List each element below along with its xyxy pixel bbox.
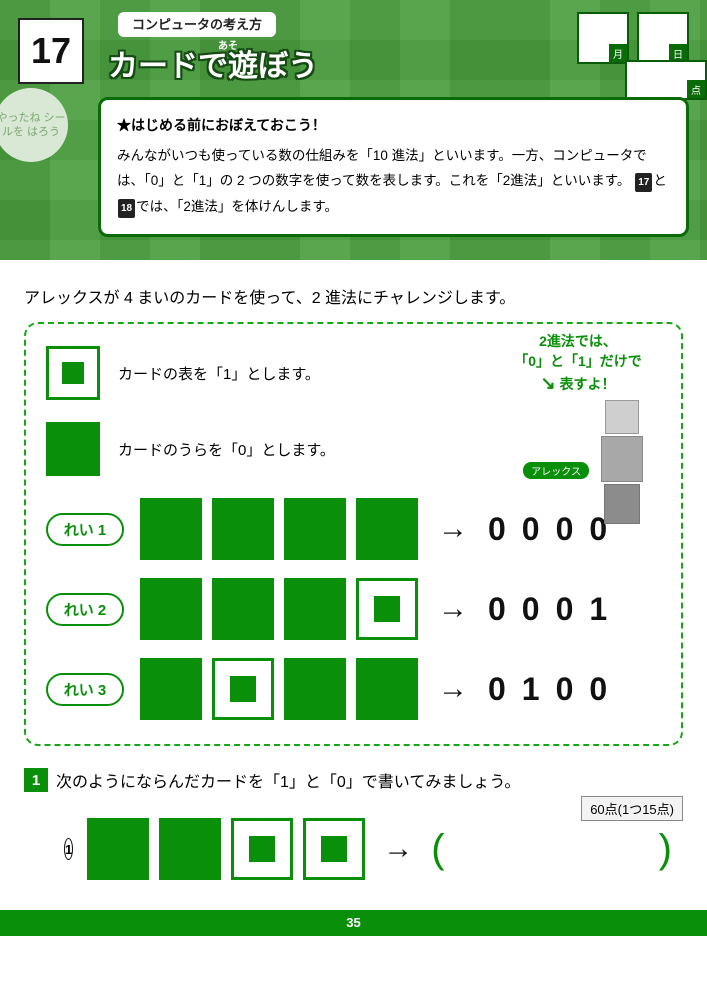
card-back bbox=[284, 578, 346, 640]
score-chip: 60点(1つ15点) bbox=[581, 796, 683, 821]
card-front-sample bbox=[46, 346, 100, 400]
card-back bbox=[356, 658, 418, 720]
example-label: れい 1 bbox=[46, 513, 124, 546]
example-row: れい 3 → 0100 bbox=[46, 658, 661, 720]
answer-item-num: 1 bbox=[64, 838, 73, 860]
speech-l2: 「0」と「1」だけで bbox=[493, 352, 663, 372]
page-number: 35 bbox=[0, 910, 707, 936]
card-back bbox=[140, 658, 202, 720]
question-text: 次のようにならんだカードを「1」と「0」で書いてみましょう。 bbox=[56, 768, 520, 792]
example-digits: 0100 bbox=[488, 671, 623, 708]
arrow-icon: → bbox=[438, 592, 468, 626]
card-back bbox=[87, 818, 149, 880]
example-label: れい 3 bbox=[46, 673, 124, 706]
arrow-icon: → bbox=[438, 672, 468, 706]
chapter-tab: コンピュータの考え方 bbox=[118, 12, 276, 37]
lead-text: アレックスが 4 まいのカードを使って、2 進法にチャレンジします。 bbox=[24, 284, 683, 308]
def-front-text: カードの表を「1」とします。 bbox=[118, 363, 320, 384]
score-box[interactable]: 点 bbox=[625, 60, 707, 100]
mini-num-a: 17 bbox=[635, 173, 652, 192]
examples-panel: 2進法では、 「0」と「1」だけで ↘表すよ！ アレックス カードの表を「1」と… bbox=[24, 322, 683, 746]
card-front bbox=[231, 818, 293, 880]
speech-l3: 表すよ！ bbox=[560, 376, 616, 392]
example-row: れい 1→0000 bbox=[46, 498, 661, 560]
intro-body-2: では、「2進法」を体けんします。 bbox=[136, 199, 338, 214]
card-front bbox=[303, 818, 365, 880]
card-front bbox=[356, 578, 418, 640]
card-back bbox=[212, 578, 274, 640]
alex-label: アレックス bbox=[523, 462, 589, 479]
mini-num-b: 18 bbox=[118, 199, 135, 218]
paren-open: ( bbox=[431, 827, 444, 872]
page-title: あそ カードで遊ぼう bbox=[108, 41, 689, 83]
card-back bbox=[284, 498, 346, 560]
example-label: れい 2 bbox=[46, 593, 124, 626]
arrow-icon: → bbox=[383, 832, 413, 866]
def-back-text: カードのうらを「0」とします。 bbox=[118, 439, 335, 460]
card-back bbox=[356, 498, 418, 560]
example-row: れい 2 → 0001 bbox=[46, 578, 661, 640]
speech-l1: 2進法では、 bbox=[493, 332, 663, 352]
example-digits: 0001 bbox=[488, 591, 623, 628]
intro-body-1: みんながいつも使っている数の仕組みを「10 進法」といいます。一方、コンピュータ… bbox=[117, 148, 647, 189]
lesson-number: 17 bbox=[18, 18, 84, 84]
chapter-label: コンピュータの考え方 bbox=[132, 17, 262, 32]
card-back bbox=[159, 818, 221, 880]
intro-box: ★はじめる前におぼえておこう！ みんながいつも使っている数の仕組みを「10 進法… bbox=[98, 97, 689, 237]
card-back bbox=[284, 658, 346, 720]
arrow-icon: → bbox=[438, 512, 468, 546]
title-text: カードで遊ぼう bbox=[108, 50, 318, 83]
card-back bbox=[212, 498, 274, 560]
card-front bbox=[212, 658, 274, 720]
paren-close: ) bbox=[659, 827, 672, 872]
intro-heading: ★はじめる前におぼえておこう！ bbox=[117, 112, 670, 139]
speech-bubble: 2進法では、 「0」と「1」だけで ↘表すよ！ bbox=[493, 332, 663, 396]
card-back-sample bbox=[46, 422, 100, 476]
card-back bbox=[140, 578, 202, 640]
card-back bbox=[140, 498, 202, 560]
answer-row: 1 → ( ) bbox=[64, 818, 581, 880]
score-label: 点 bbox=[687, 80, 705, 98]
alex-figure bbox=[589, 400, 655, 530]
question-number: 1 bbox=[24, 768, 48, 792]
